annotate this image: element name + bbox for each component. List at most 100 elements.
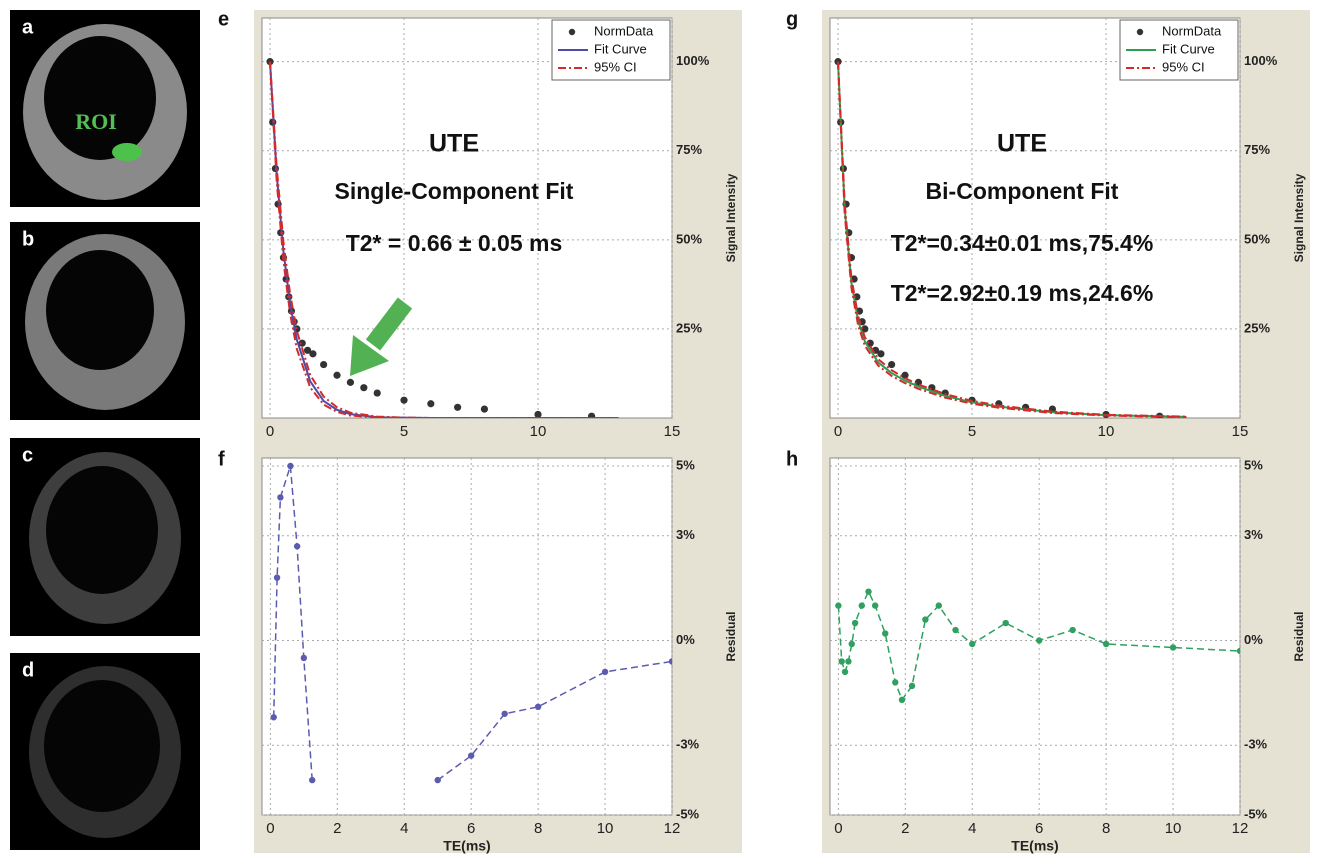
y-tick-label: 50% [676,231,702,246]
y-tick-label: 25% [676,320,702,335]
data-point [848,640,855,648]
roi-label: ROI [75,109,117,134]
annotation: T2* = 0.66 ± 0.05 ms [346,230,563,256]
x-tick-label: 4 [400,820,408,837]
plot-area [829,17,1241,419]
x-tick-label: 5 [968,423,976,440]
x-tick-label: 15 [664,423,681,440]
chart: e 0 5 10 15 25% 50% 75% 100% Signal Intensity Norm… [218,8,742,456]
data-point [300,654,308,662]
data-point [908,682,916,690]
panel-label: f [218,448,225,470]
data-point [1102,640,1110,648]
line [269,61,619,418]
data-layer [270,462,672,784]
y-tick-label: 0% [676,632,695,647]
y-tick-label: 5% [676,457,695,472]
annotation: UTE [997,130,1047,158]
data-point [858,602,865,609]
data-point [835,602,842,609]
x-tick-label: 0 [834,423,842,440]
annotation: Bi-Component Fit [926,178,1119,204]
data-point [270,714,277,721]
data-point [871,602,879,609]
panel-label: d [22,659,34,681]
data-point [293,543,301,550]
line [269,61,619,418]
data-point [360,384,368,392]
panel-label: b [22,228,34,250]
x-tick-label: 0 [266,820,274,837]
data-layer [835,588,1240,704]
x-axis-label: TE(ms) [443,838,490,854]
panel-label: g [786,8,798,30]
x-tick-label: 10 [1165,820,1182,837]
data-point [309,350,317,358]
legend-label: NormData [1162,23,1222,38]
data-layer [266,58,619,418]
data-point [898,696,906,704]
x-tick-label: 2 [333,820,341,837]
data-point [888,360,896,369]
legend: NormData Fit Curve 95% CI [1119,19,1239,81]
image-panels: ROI a b c d [10,10,200,850]
y-tick-label: 50% [1244,231,1270,246]
panel-label: c [22,444,33,466]
y-axis-label: Signal Intensity [724,173,738,262]
marrow [46,250,154,370]
data-point [892,679,899,686]
legend-label: 95% CI [1162,59,1205,74]
data-point [1069,626,1076,634]
legend-marker [1136,28,1144,36]
x-tick-label: 6 [1035,820,1043,837]
y-tick-label: 5% [1244,457,1263,472]
y-axis-label: Signal Intensity [1292,173,1306,262]
data-point [601,668,609,676]
data-point [838,658,845,665]
x-tick-label: 4 [968,820,976,837]
x-tick-label: 10 [597,820,614,837]
data-point [309,776,316,784]
data-point [400,396,408,404]
x-tick-label: 15 [1232,423,1249,440]
x-tick-label: 10 [1098,423,1115,440]
annotation: T2*=0.34±0.01 ms,75.4% [891,230,1154,256]
data-point [467,752,475,759]
y-tick-label: 75% [676,142,702,157]
y-tick-label: 25% [1244,320,1270,335]
line [837,61,1187,418]
data-point [935,602,942,609]
x-tick-label: 0 [834,820,842,837]
chart: g 0 5 10 15 25% 50% 75% 100% Signal Intensity Norm… [786,8,1310,456]
data-point [320,360,328,369]
x-tick-label: 5 [400,423,408,440]
plot-area [261,457,673,816]
data-point [333,371,341,379]
x-tick-label: 2 [901,820,909,837]
data-point [287,462,294,470]
legend-label: Fit Curve [594,41,647,56]
data-point [877,350,885,358]
roi-marker [112,143,142,161]
data-layer [834,58,1187,418]
data-point [303,346,312,354]
arrow-shaft [365,297,413,351]
arrow [350,297,413,376]
panel-label: a [22,16,34,38]
data-point [901,371,909,379]
data-point [1035,637,1043,644]
data-point [922,616,929,623]
data-point [427,400,435,408]
data-point [534,410,542,418]
y-tick-label: 0% [1244,632,1263,647]
data-point [434,776,441,784]
annotation: T2*=2.92±0.19 ms,24.6% [891,280,1154,306]
data-point [841,668,849,676]
line [837,61,1187,418]
data-point [845,658,852,665]
legend-label: Fit Curve [1162,41,1215,56]
plot-area [829,457,1241,816]
legend-marker [568,28,576,36]
